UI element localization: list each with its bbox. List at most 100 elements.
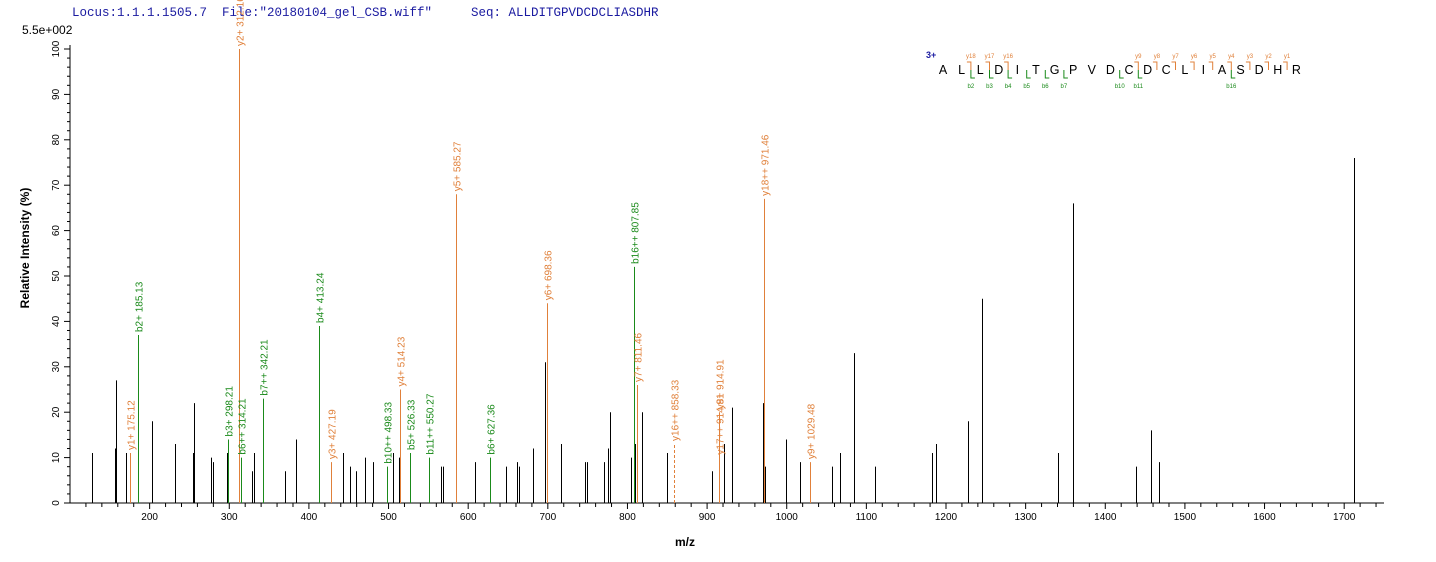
x-tick-label: 1100 (856, 512, 878, 523)
x-tick-label: 500 (380, 512, 397, 523)
sequence-residue: C (1162, 63, 1171, 77)
sequence-residue: A (939, 63, 948, 77)
b-ion-label: b10++ 498.33 (384, 402, 395, 464)
x-tick-label: 400 (301, 512, 318, 523)
y-ion-label: y6 (1191, 54, 1198, 60)
y-tick-label: 40 (51, 315, 62, 327)
x-tick-label: 1300 (1015, 512, 1038, 523)
y-ion-bracket (1152, 61, 1158, 70)
b-ion-bracket (1119, 70, 1124, 79)
y-ion-label: y3+ 427.19 (328, 409, 339, 459)
x-tick-label: 1500 (1174, 512, 1197, 523)
y-ion-label: y9 (1135, 54, 1142, 60)
y-tick-label: 80 (51, 134, 62, 146)
charge-state-label: 3+ (926, 50, 936, 60)
header-file: File:"20180104_gel_CSB.wiff" (222, 6, 433, 20)
y-ion-bracket (1283, 61, 1288, 70)
x-tick-label: 1400 (1094, 512, 1117, 523)
sequence-residue: L (1181, 63, 1188, 77)
header-sequence: Seq: ALLDITGPVDCDCLIASDHR (471, 6, 659, 20)
y-ion-label: y2+ 312.16 (236, 0, 247, 46)
y-ion-bracket (1171, 61, 1176, 70)
y-ion-label: y1 (1284, 54, 1291, 60)
sequence-residue: D (1143, 63, 1152, 77)
y-ion-bracket (1190, 61, 1195, 70)
y-tick-label: 20 (51, 406, 62, 418)
y-ion-label: y17++ 914.91 (716, 393, 727, 455)
b-ion-label: b10 (1115, 84, 1126, 90)
y-ion-bracket (1208, 61, 1214, 70)
x-tick-label: 300 (221, 512, 238, 523)
sequence-residue: V (1088, 63, 1097, 77)
sequence-residue: I (1016, 63, 1019, 77)
y-ion-bracket (1245, 61, 1251, 70)
x-tick-label: 200 (141, 512, 158, 523)
y-ion-label: y18++ 971.46 (761, 134, 772, 196)
y-tick-label: 10 (51, 452, 62, 464)
y-ion-label: y7 (1172, 54, 1179, 60)
b-ion-label: b6+ 627.36 (487, 404, 498, 455)
sequence-residue: D (1106, 63, 1115, 77)
x-tick-label: 700 (539, 512, 556, 523)
y-ion-label: y3 (1247, 54, 1254, 60)
y-tick-label: 60 (51, 225, 62, 237)
b-ion-bracket (1063, 70, 1068, 79)
sequence-residue: S (1236, 63, 1244, 77)
b-ion-label: b6++ 314.21 (238, 398, 249, 455)
x-tick-label: 1600 (1253, 512, 1276, 523)
b-ion-bracket (1137, 70, 1143, 79)
y-ion-label: y6+ 698.36 (544, 250, 555, 300)
b-ion-bracket (1026, 70, 1031, 79)
y-ion-label: y5+ 585.27 (453, 141, 464, 191)
b-ion-bracket (1007, 70, 1013, 79)
x-tick-label: 1000 (776, 512, 799, 523)
x-axis-title: m/z (675, 535, 695, 549)
y-ion-label: y1+ 175.12 (127, 400, 138, 450)
y-ion-bracket (966, 61, 972, 70)
y-ion-label: y16 (1003, 54, 1013, 60)
b-ion-bracket (989, 70, 994, 79)
b-ion-label: b5 (1023, 84, 1030, 90)
sequence-residue: A (1218, 63, 1227, 77)
y-ion-label: y9+ 1029.48 (807, 403, 818, 459)
b-ion-label: b3+ 298.21 (225, 386, 236, 437)
b-ion-label: b7++ 342.21 (260, 339, 271, 396)
chart-axes: 200 300 400 500 600 700 800 900 1000 1100 1200 1300… (51, 40, 1384, 523)
b-ion-bracket (970, 70, 975, 79)
b-ion-label: b7 (1061, 84, 1068, 90)
y-ion-label: y4+ 514.23 (397, 336, 408, 386)
x-tick-label: 900 (699, 512, 716, 523)
b-ion-label: b16++ 807.85 (631, 202, 642, 264)
y-ion-label: y7+ 811.46 (634, 332, 645, 381)
b-ion-label: b3 (986, 84, 993, 90)
x-tick-label: 800 (619, 512, 636, 523)
peak-bars (92, 49, 1355, 503)
y-ion-label: y2 (1265, 54, 1272, 60)
sequence-residue: D (994, 63, 1003, 77)
sequence-residue: C (1124, 63, 1133, 77)
b-ion-label: b11 (1134, 84, 1144, 90)
y-axis-title: Relative Intensity (%) (18, 188, 32, 309)
y-ion-bracket (985, 61, 990, 70)
y-ion-bracket (1004, 61, 1009, 70)
b-ion-bracket (1230, 70, 1236, 79)
y-ion-bracket (1134, 61, 1139, 70)
sequence-residue: T (1032, 63, 1040, 77)
sequence-residue: L (977, 63, 984, 77)
b-ion-label: b5+ 526.33 (407, 399, 418, 450)
sequence-residue: R (1292, 63, 1301, 77)
y-ion-label: y17 (985, 54, 995, 60)
sequence-residue: D (1255, 63, 1264, 77)
b-ion-bracket (1044, 70, 1050, 79)
b-ion-label: b4 (1005, 84, 1012, 90)
sequence-residue: H (1273, 63, 1282, 77)
y-ion-label: y18 (966, 54, 976, 60)
sequence-residue: G (1050, 63, 1060, 77)
b-ion-label: b2 (968, 84, 975, 90)
y-tick-label: 30 (51, 361, 62, 373)
x-tick-label: 600 (460, 512, 477, 523)
b-ion-label: b2+ 185.13 (135, 281, 146, 332)
y-ion-label: y8+ 914.91 (716, 359, 727, 409)
